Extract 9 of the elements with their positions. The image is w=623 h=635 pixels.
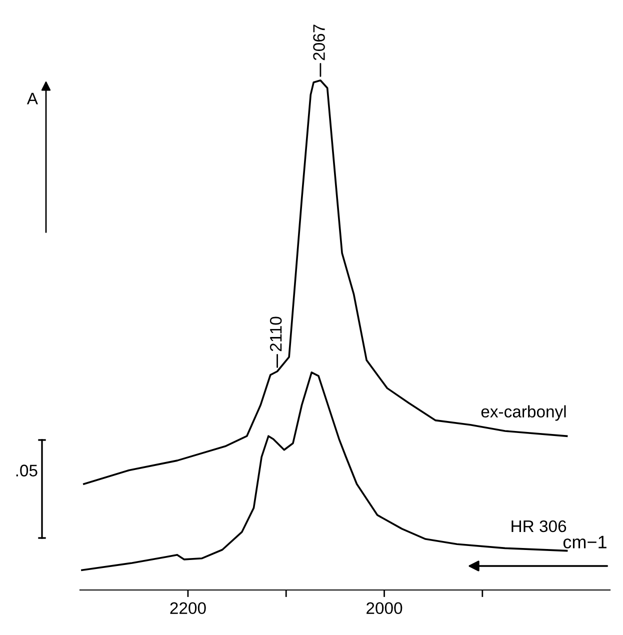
annotation: 2067 <box>313 24 325 60</box>
x-tick-label: 2200 <box>170 602 206 614</box>
x-tick-label: 2000 <box>366 602 402 614</box>
y-axis-title: A <box>26 92 38 104</box>
series-label: HR 306 <box>512 520 566 532</box>
text: .05 <box>16 464 38 476</box>
series-label: ex-carbonyl <box>481 405 566 421</box>
annotation: 2110 <box>270 316 282 352</box>
x-axis-title: cm−1 <box>563 536 606 548</box>
